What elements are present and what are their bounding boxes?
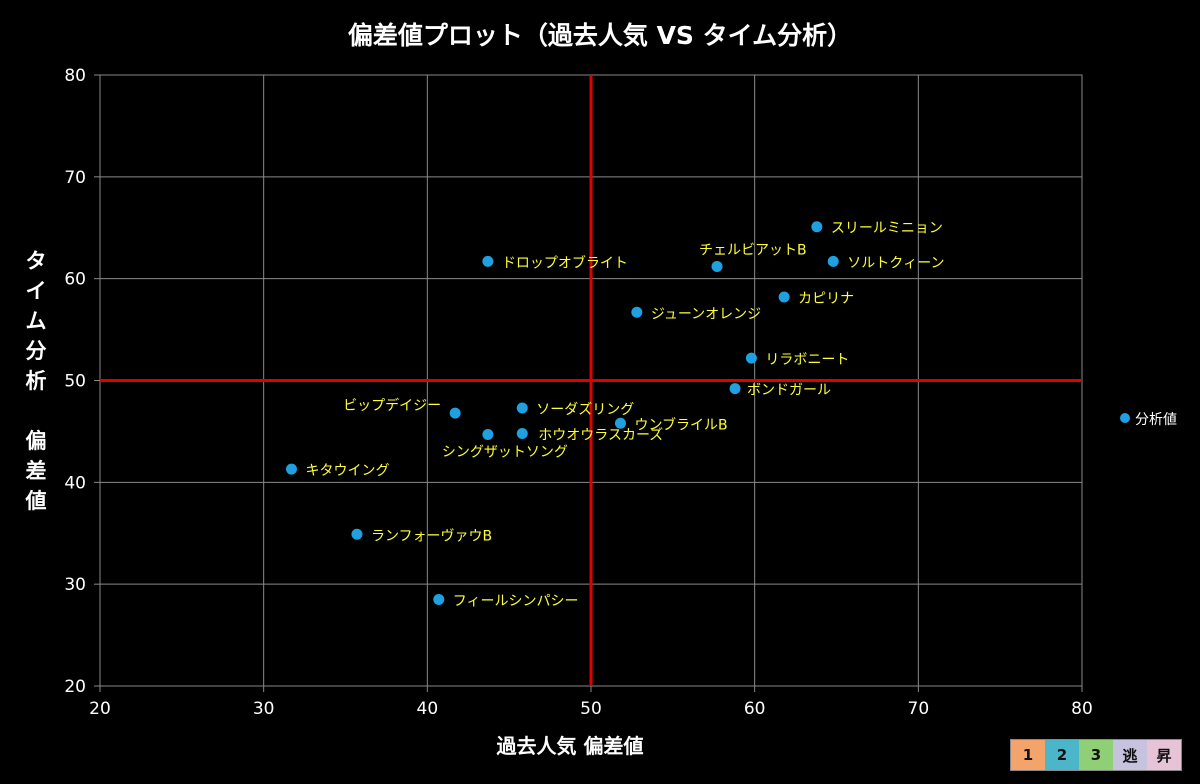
- badge-1: 1: [1011, 740, 1045, 770]
- x-axis-label: 過去人気 偏差値: [497, 734, 644, 758]
- data-point-label: ボンドガール: [747, 383, 831, 399]
- data-point: [433, 593, 445, 605]
- data-point: [811, 221, 823, 233]
- y-axis-label-char: 偏: [26, 429, 47, 453]
- data-point: [711, 260, 723, 272]
- y-tick-label: 60: [64, 270, 86, 290]
- x-tick-label: 80: [1071, 699, 1093, 719]
- data-point: [631, 306, 643, 318]
- data-point: [351, 528, 363, 540]
- legend: 分析値: [1120, 412, 1177, 428]
- data-point-label: ジューンオレンジ: [651, 306, 761, 322]
- reference-lines: [100, 75, 1082, 686]
- y-tick-label: 40: [64, 473, 86, 493]
- y-axis-label-char: イ: [26, 279, 47, 303]
- data-point-label: シングザットソング: [442, 444, 568, 460]
- y-tick-label: 20: [64, 677, 86, 697]
- data-point-label: キタウイング: [305, 463, 389, 479]
- badge-3: 3: [1079, 740, 1113, 770]
- data-point-label: カピリナ: [798, 291, 854, 307]
- y-axis-label-char: 値: [25, 489, 47, 513]
- data-point: [285, 463, 297, 475]
- badge-nige: 逃: [1113, 740, 1147, 770]
- legend-marker: [1120, 413, 1130, 423]
- y-tick-label: 80: [64, 66, 86, 86]
- data-point-label: ウンブライルB: [634, 416, 727, 433]
- y-axis-label-char: ム: [26, 309, 47, 333]
- data-point: [614, 417, 626, 429]
- chart-title: 偏差値プロット（過去人気 VS タイム分析）: [348, 21, 852, 50]
- x-tick-label: 40: [417, 699, 439, 719]
- data-point: [745, 352, 757, 364]
- data-point: [482, 255, 494, 267]
- data-point: [516, 427, 528, 439]
- y-axis-label-char: 分: [26, 339, 47, 363]
- data-point: [449, 407, 461, 419]
- y-tick-label: 30: [64, 575, 86, 595]
- data-point-label: ドロップオブライト: [502, 254, 628, 271]
- data-point-label: ホウオウラスカーズ: [538, 427, 663, 443]
- y-axis-label-char: 析: [26, 369, 47, 393]
- y-tick-label: 50: [64, 372, 86, 392]
- data-point-label: リラボニート: [765, 352, 849, 368]
- data-point: [729, 383, 741, 395]
- x-tick-label: 70: [908, 699, 930, 719]
- badge-bar: 1 2 3 逃 昇: [1010, 739, 1182, 771]
- data-point-label: ランフォーヴァウB: [371, 527, 492, 544]
- data-point: [778, 291, 790, 303]
- data-point-label: ソーダズリング: [536, 402, 634, 418]
- data-point-label: スリールミニョン: [831, 221, 943, 237]
- data-point: [827, 255, 839, 267]
- legend-label: 分析値: [1135, 412, 1177, 428]
- data-point: [516, 402, 528, 414]
- x-tick-label: 30: [253, 699, 275, 719]
- data-point-label: フィールシンパシー: [453, 593, 579, 609]
- x-tick-label: 60: [744, 699, 766, 719]
- data-point-label: ソルトクィーン: [847, 255, 944, 271]
- y-axis-label-char: 差: [26, 459, 47, 483]
- data-point: [482, 428, 494, 440]
- badge-2: 2: [1045, 740, 1079, 770]
- axis-ticks: 20 30 40 50 60 70 80 20 30 40 50 60 70 80: [64, 66, 1092, 719]
- x-tick-label: 20: [89, 699, 111, 719]
- data-point-label: チェルビアットB: [699, 242, 807, 258]
- y-tick-label: 70: [64, 168, 86, 188]
- data-point-label: ビップデイジー: [343, 397, 441, 414]
- badge-shou: 昇: [1147, 740, 1181, 770]
- x-tick-label: 50: [580, 699, 602, 719]
- y-axis-label-char: タ: [26, 249, 47, 273]
